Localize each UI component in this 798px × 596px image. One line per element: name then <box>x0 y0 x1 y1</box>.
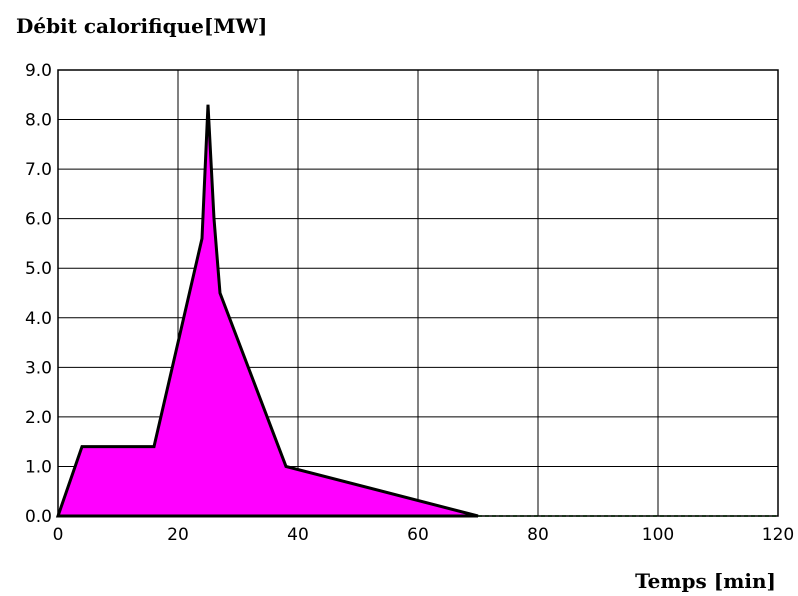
x-tick-label: 20 <box>167 525 189 545</box>
x-tick-label: 120 <box>762 525 794 545</box>
y-tick-label: 8.0 <box>25 111 52 131</box>
y-axis-ticks: 0.0 1.0 2.0 3.0 4.0 5.0 6.0 7.0 8.0 9.0 <box>25 61 52 527</box>
y-tick-label: 7.0 <box>25 160 52 180</box>
y-tick-label: 1.0 <box>25 457 52 477</box>
x-axis-ticks: 0 20 40 60 80 100 120 <box>53 525 795 545</box>
y-tick-label: 4.0 <box>25 309 52 329</box>
y-tick-label: 5.0 <box>25 259 52 279</box>
series-area <box>58 105 478 516</box>
x-tick-label: 0 <box>53 525 64 545</box>
x-axis-label: Temps [min] <box>635 569 776 593</box>
y-tick-label: 2.0 <box>25 408 52 428</box>
x-tick-label: 60 <box>407 525 429 545</box>
x-tick-label: 100 <box>642 525 674 545</box>
y-tick-label: 9.0 <box>25 61 52 81</box>
chart-title: Débit calorifique[MW] <box>16 14 267 38</box>
y-tick-label: 3.0 <box>25 358 52 378</box>
y-tick-label: 0.0 <box>25 507 52 527</box>
x-tick-label: 40 <box>287 525 309 545</box>
x-tick-label: 80 <box>527 525 549 545</box>
y-tick-label: 6.0 <box>25 210 52 230</box>
